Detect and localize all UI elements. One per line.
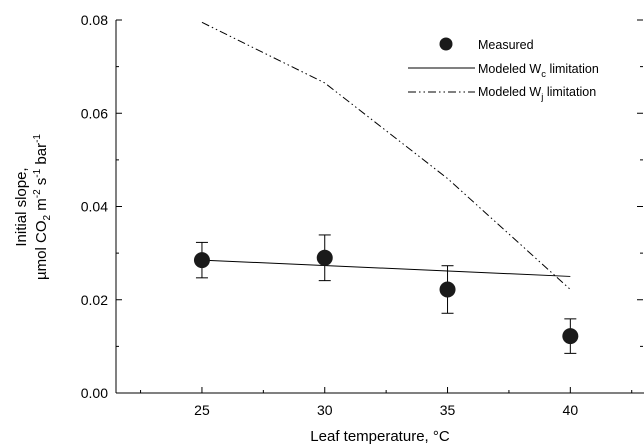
series-measured — [193, 234, 579, 354]
data-point-measured — [316, 249, 333, 266]
x-tick-label: 40 — [563, 402, 579, 418]
legend-label-wc: Modeled Wc limitation — [478, 62, 599, 80]
legend-marker-measured — [439, 37, 453, 51]
series-modeled-wc — [201, 259, 571, 277]
y-axis-ticks: 0.00 0.02 0.04 0.06 0.08 — [81, 12, 643, 401]
y-tick-label: 0.06 — [81, 105, 108, 121]
y-axis-title-line1: Initial slope, — [13, 167, 30, 246]
y-tick-label: 0.00 — [81, 385, 108, 401]
data-point-measured — [193, 252, 210, 269]
data-point-measured — [439, 281, 456, 298]
x-axis-ticks: 25 30 35 40 — [140, 387, 633, 418]
y-tick-label: 0.02 — [81, 292, 108, 308]
y-tick-label: 0.08 — [81, 12, 108, 28]
x-tick-label: 35 — [440, 402, 456, 418]
legend: Measured Modeled Wc limitation Modeled W… — [408, 37, 599, 103]
legend-label-measured: Measured — [478, 38, 534, 52]
x-tick-label: 25 — [194, 402, 210, 418]
legend-label-wj: Modeled Wj limitation — [478, 85, 596, 103]
x-tick-label: 30 — [317, 402, 333, 418]
y-axis-title: Initial slope, µmol CO2 m-2 s-1 bar-1 — [13, 134, 53, 280]
y-axis-title-line2: µmol CO2 m-2 s-1 bar-1 — [32, 134, 53, 280]
y-tick-label: 0.04 — [81, 199, 108, 215]
data-point-measured — [562, 328, 579, 345]
line-modeled-wc — [201, 259, 571, 277]
x-axis-title: Leaf temperature, °C — [310, 428, 450, 445]
